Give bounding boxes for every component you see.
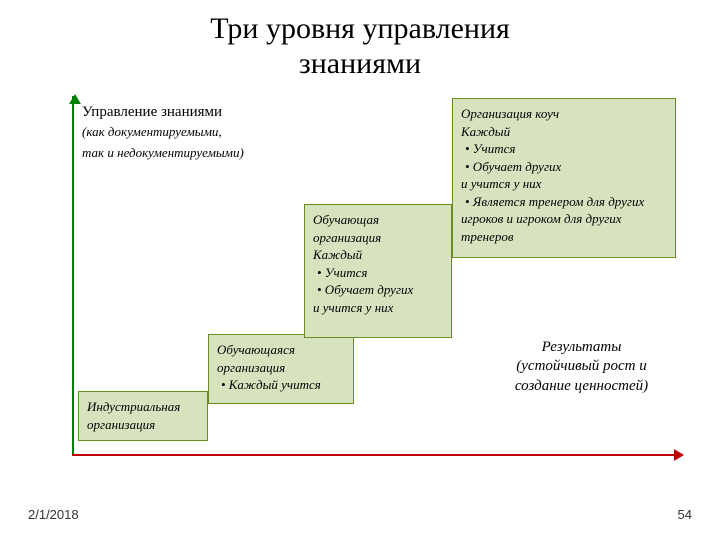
slide: Три уровня управления знаниями Управлени… (0, 0, 720, 540)
box2-bullet1: • Каждый учится (217, 377, 321, 392)
box3-bullet1: • Учится (313, 265, 367, 280)
box4-line5: и учится у них (461, 176, 541, 191)
slide-title: Три уровня управления знаниями (0, 12, 720, 81)
x-axis-label-line3: создание ценностей) (515, 378, 648, 394)
x-axis-label: Результаты (устойчивый рост и создание ц… (489, 338, 674, 397)
box4-bullet2: • Обучает других (461, 159, 561, 174)
box-level-1: Индустриальная организация (78, 391, 208, 441)
box3-line2: организация (313, 230, 381, 245)
chart-area: Управление знаниями (как документируемым… (72, 96, 682, 456)
footer-date: 2/1/2018 (28, 507, 79, 522)
box4-line7: игроков и игроком для других (461, 211, 622, 226)
box2-line1: Обучающаяся (217, 342, 295, 357)
box3-line1: Обучающая (313, 212, 379, 227)
box4-bullet1: • Учится (461, 141, 515, 156)
y-axis-label: Управление знаниями (как документируемым… (82, 102, 272, 163)
box3-bullet2: • Обучает других (313, 282, 413, 297)
box2-line2: организация (217, 360, 285, 375)
footer-page: 54 (678, 507, 692, 522)
x-axis-label-line2: (устойчивый рост и (516, 358, 646, 374)
y-axis-label-sub1: (как документируемыми, (82, 124, 222, 139)
box-level-2: Обучающаяся организация • Каждый учится (208, 334, 354, 404)
box4-line1: Организация коуч (461, 106, 559, 121)
box4-bullet3: • Является тренером для других (461, 194, 644, 209)
title-line-1: Три уровня управления (210, 12, 510, 45)
box1-line2: организация (87, 417, 155, 432)
x-axis (72, 454, 682, 456)
box4-line8: тренеров (461, 229, 514, 244)
box4-line2: Каждый (461, 124, 510, 139)
box3-line3: Каждый (313, 247, 362, 262)
box1-line1: Индустриальная (87, 399, 180, 414)
y-axis-label-sub2: так и недокументируемыми) (82, 145, 244, 160)
y-axis (72, 96, 74, 456)
box-level-4: Организация коуч Каждый • Учится • Обуча… (452, 98, 676, 258)
title-line-2: знаниями (299, 47, 421, 80)
x-axis-label-line1: Результаты (542, 339, 622, 355)
box-level-3: Обучающая организация Каждый • Учится • … (304, 204, 452, 338)
y-axis-label-main: Управление знаниями (82, 104, 222, 120)
box3-line6: и учится у них (313, 300, 393, 315)
